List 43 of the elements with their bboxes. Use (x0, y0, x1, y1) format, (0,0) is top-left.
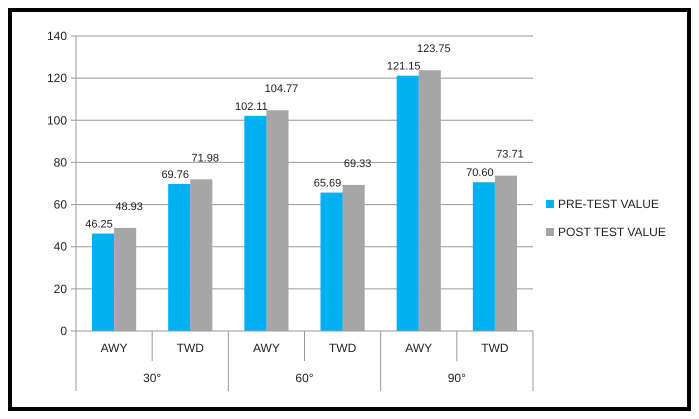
y-tick-label: 20 (54, 282, 68, 296)
y-tick-label: 100 (46, 113, 68, 128)
y-tick-label: 40 (54, 240, 68, 254)
x-tick-label: TWD (481, 341, 509, 355)
y-tick-label: 60 (54, 198, 68, 212)
legend-label: POST TEST VALUE (558, 225, 666, 239)
bar (494, 176, 518, 331)
x-tick-label: AWY (100, 341, 128, 355)
bar (168, 184, 190, 331)
data-label: 123.75 (416, 43, 451, 56)
bar (320, 192, 343, 331)
data-label: 102.11 (234, 100, 268, 113)
x-tick-label: AWY (405, 341, 432, 355)
text: 30° (143, 371, 162, 385)
bar (342, 184, 365, 331)
data-label: 48.93 (115, 200, 143, 213)
bar (244, 116, 266, 331)
text: 90° (448, 371, 466, 385)
legend-label: PRE-TEST VALUE (558, 197, 659, 211)
data-label: 121.15 (386, 60, 421, 73)
x-tick-label: TWD (328, 341, 357, 355)
bar (266, 110, 289, 331)
bar (396, 76, 419, 331)
bar (472, 182, 495, 331)
y-tick-label: 140 (46, 29, 68, 43)
y-tick-label: 0 (60, 324, 68, 338)
x-tick-label: TWD (176, 341, 204, 355)
bar (92, 234, 114, 331)
text: 60° (295, 371, 314, 385)
data-label: 71.98 (192, 152, 220, 164)
bar (190, 179, 212, 331)
y-tick-label: 120 (46, 71, 68, 86)
y-tick-label: 80 (54, 155, 68, 170)
data-label: 104.77 (264, 83, 298, 96)
bar (418, 70, 441, 331)
data-label: 70.60 (466, 167, 494, 180)
data-label: 46.25 (85, 218, 113, 231)
data-label: 65.69 (314, 178, 342, 190)
x-tick-label: AWY (252, 341, 280, 355)
data-label: 69.33 (344, 158, 372, 170)
bar (114, 228, 136, 331)
data-label: 69.76 (161, 169, 189, 182)
data-label: 73.71 (496, 148, 524, 161)
